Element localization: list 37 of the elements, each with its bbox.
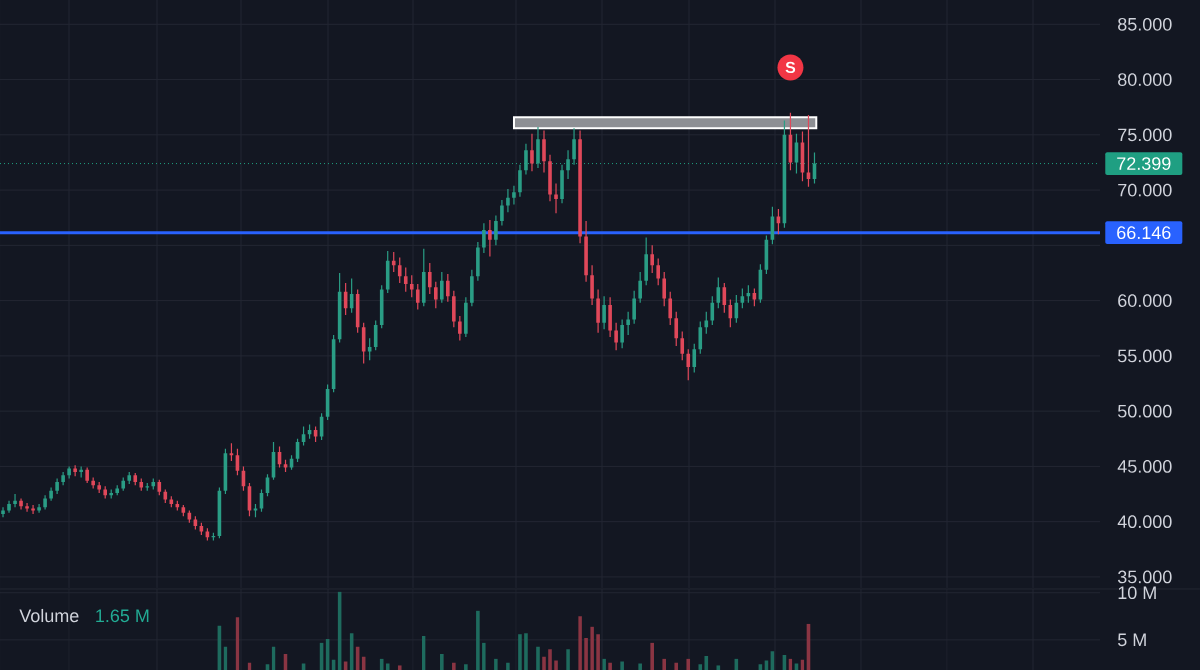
y-tick-label: 45.000 xyxy=(1117,460,1172,473)
candlestick xyxy=(512,185,516,205)
y-tick-label: 35.000 xyxy=(1117,570,1172,584)
y-tick-label: 85.000 xyxy=(1118,17,1172,31)
ref-line-label: 66.146 xyxy=(1117,226,1171,240)
text: Volume xyxy=(19,608,79,623)
text: 1.65 M xyxy=(96,609,149,623)
ref-line-label: 72.399 xyxy=(1117,157,1171,170)
candlestick xyxy=(530,133,534,172)
y-tick-label: 70.000 xyxy=(1118,183,1172,197)
candlestick xyxy=(25,502,29,512)
y-tick-label: 80.000 xyxy=(1118,73,1172,86)
y-tick-label: 55.000 xyxy=(1117,349,1172,363)
candlestick xyxy=(500,200,504,226)
candlestick xyxy=(596,289,600,333)
candlestick xyxy=(584,221,588,282)
candlestick xyxy=(37,503,41,513)
candlestick xyxy=(31,505,35,514)
candlestick xyxy=(542,130,546,173)
candlestick xyxy=(506,188,510,213)
y-tick-label: 40.000 xyxy=(1117,515,1172,529)
candlestick xyxy=(554,183,558,214)
candlestick xyxy=(13,494,17,508)
candlestick xyxy=(7,500,11,513)
candlestick xyxy=(590,265,594,306)
annotation: S xyxy=(785,61,796,74)
candlestick xyxy=(1,507,5,518)
candlestick xyxy=(43,495,47,510)
y-tick-label: 75.000 xyxy=(1118,128,1172,142)
candlestick xyxy=(548,154,552,202)
candlestick xyxy=(19,498,23,510)
y-tick-label: 10 M xyxy=(1118,586,1156,600)
y-tick-label: 50.000 xyxy=(1117,404,1172,418)
y-tick-label: 5 M xyxy=(1117,633,1146,647)
candlestick xyxy=(494,215,498,246)
candlestick xyxy=(97,481,101,493)
y-tick-label: 60.000 xyxy=(1118,294,1172,307)
